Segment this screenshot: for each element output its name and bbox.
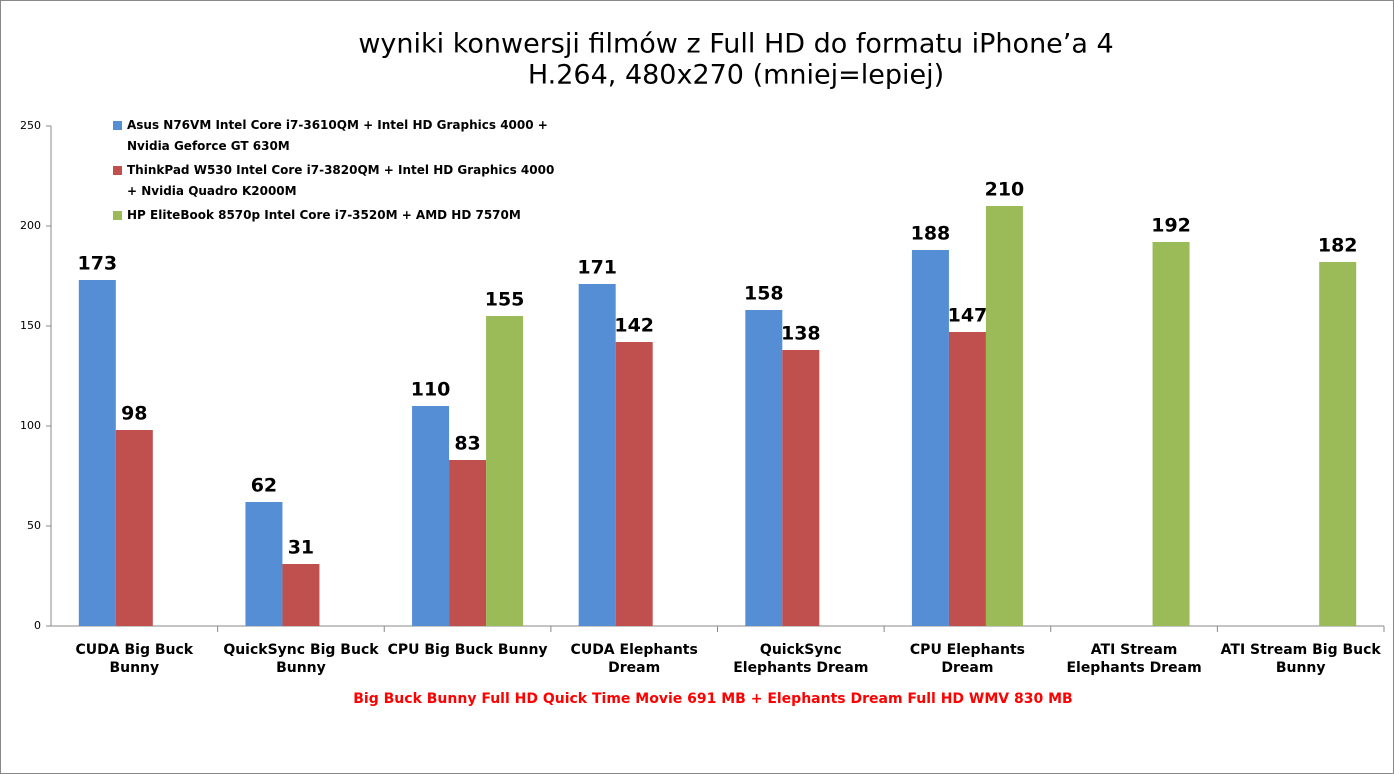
y-tick-label: 250 [20,119,41,132]
bar [782,350,820,626]
legend-label: HP EliteBook 8570p Intel Core i7-3520M +… [127,208,521,222]
legend: Asus N76VM Intel Core i7-3610QM + Intel … [113,115,563,229]
legend-swatch [113,211,122,220]
bar [78,280,116,626]
data-label: 173 [77,253,117,275]
data-label: 142 [614,315,654,337]
legend-item: Asus N76VM Intel Core i7-3610QM + Intel … [113,115,563,157]
bar [412,406,450,626]
x-tick-label: CUDA Elephants Dream [570,642,698,676]
data-label: 83 [454,433,480,455]
x-tick-label: QuickSync Elephants Dream [733,642,869,676]
legend-swatch [113,166,122,175]
legend-item: HP EliteBook 8570p Intel Core i7-3520M +… [113,205,563,226]
bar [948,332,986,626]
data-label: 158 [744,283,784,305]
x-tick-label: ATI Stream Big Buck Bunny [1220,642,1381,676]
x-tick-label: CUDA Big Buck Bunny [75,642,194,676]
annotation: Big Buck Bunny Full HD Quick Time Movie … [353,691,1073,707]
legend-label: ThinkPad W530 Intel Core i7-3820QM + Int… [127,163,555,198]
x-tick-label: CPU Big Buck Bunny [387,642,548,658]
bar [985,206,1023,626]
data-label: 110 [411,379,451,401]
x-tick-label: CPU Elephants Dream [909,642,1025,676]
chart-title: wyniki konwersji filmów z Full HD do for… [358,29,1113,60]
bar [486,316,524,626]
data-label: 171 [577,257,617,279]
bar [115,430,153,626]
bar [911,250,949,626]
y-tick-label: 150 [20,319,41,332]
data-label: 31 [288,537,314,559]
legend-swatch [113,121,122,130]
x-tick-label: ATI Stream Elephants Dream [1066,642,1202,676]
data-label: 210 [985,179,1025,201]
data-label: 98 [121,403,147,425]
data-label: 182 [1318,235,1358,257]
bar [578,284,616,626]
bar [449,460,487,626]
data-label: 155 [485,289,525,311]
y-tick-label: 0 [34,619,41,632]
bar [615,342,653,626]
y-tick-label: 200 [20,219,41,232]
data-label: 62 [251,475,277,497]
bar [745,310,783,626]
bar [1319,262,1357,626]
bar [1152,242,1190,626]
data-label: 138 [781,323,821,345]
data-label: 147 [948,305,988,327]
data-label: 188 [911,223,951,245]
bar [245,502,283,626]
y-tick-label: 50 [27,519,41,532]
chart-subtitle: H.264, 480x270 (mniej=lepiej) [528,60,944,91]
x-tick-label: QuickSync Big Buck Bunny [223,642,379,676]
data-label: 192 [1151,215,1191,237]
bar [282,564,320,626]
y-tick-label: 100 [20,419,41,432]
legend-item: ThinkPad W530 Intel Core i7-3820QM + Int… [113,160,563,202]
legend-label: Asus N76VM Intel Core i7-3610QM + Intel … [127,118,548,153]
